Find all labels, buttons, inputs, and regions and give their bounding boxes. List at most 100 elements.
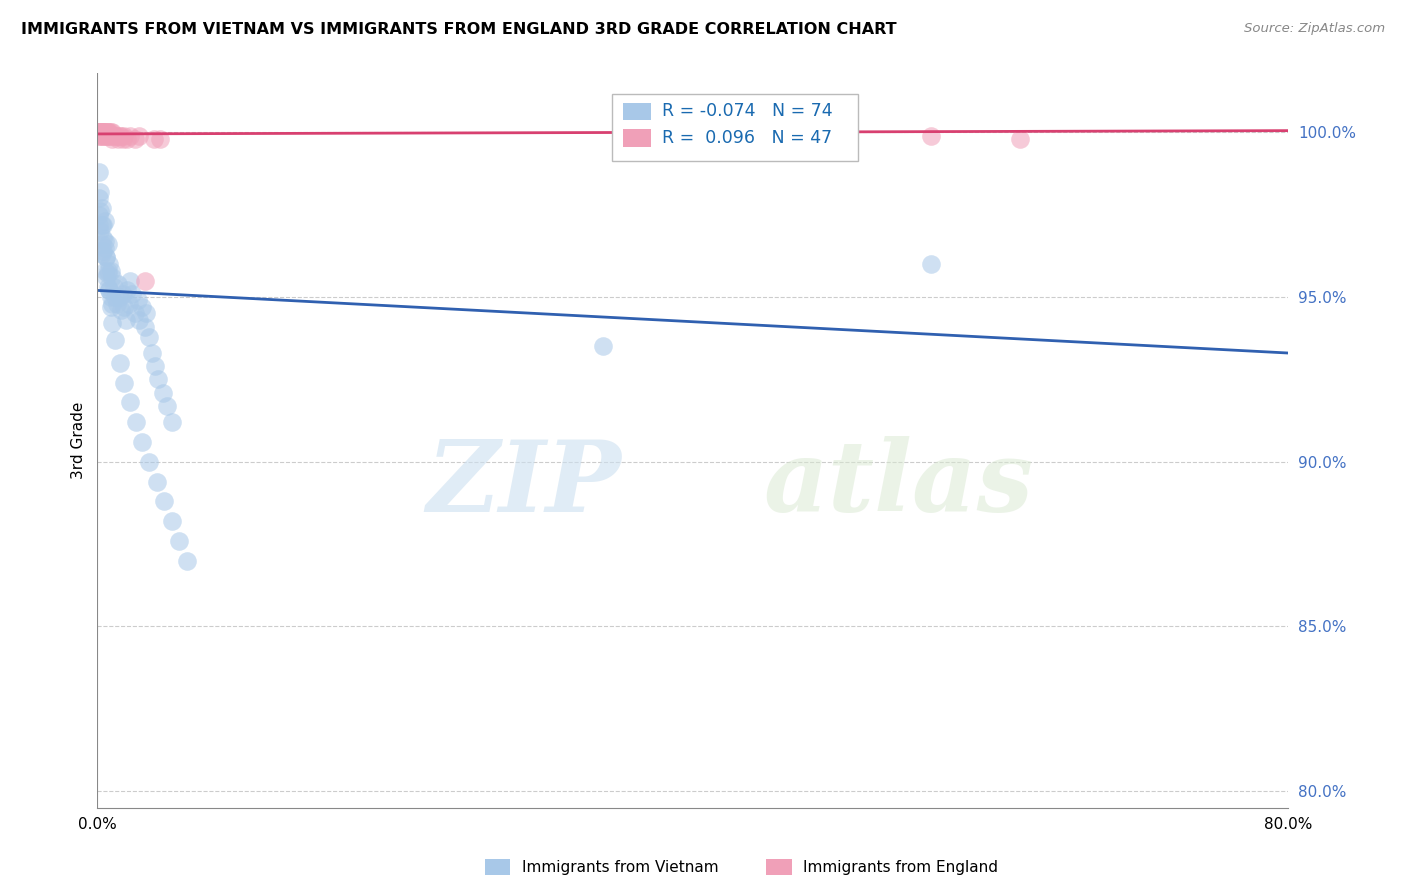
Point bbox=[87, 191, 110, 205]
Point bbox=[120, 128, 142, 143]
Point bbox=[89, 128, 111, 143]
Text: Source: ZipAtlas.com: Source: ZipAtlas.com bbox=[1244, 22, 1385, 36]
Point bbox=[105, 128, 128, 143]
Point bbox=[110, 303, 132, 318]
Point bbox=[87, 218, 110, 232]
Point bbox=[98, 125, 121, 139]
Point bbox=[94, 234, 117, 248]
Point bbox=[152, 385, 174, 400]
Point bbox=[87, 125, 110, 139]
Point bbox=[96, 251, 118, 265]
Point bbox=[111, 132, 134, 146]
Point bbox=[87, 165, 110, 179]
Point bbox=[114, 313, 136, 327]
Point bbox=[101, 296, 124, 310]
Point bbox=[87, 125, 110, 139]
Point bbox=[121, 286, 143, 301]
Point bbox=[111, 286, 134, 301]
Point bbox=[141, 346, 163, 360]
Point bbox=[100, 263, 122, 277]
Point bbox=[124, 132, 146, 146]
Point bbox=[142, 132, 165, 146]
Point bbox=[98, 284, 121, 298]
Point bbox=[146, 475, 169, 489]
Point bbox=[167, 533, 190, 548]
Point bbox=[160, 514, 183, 528]
Point bbox=[108, 356, 131, 370]
Point bbox=[89, 204, 111, 219]
Point bbox=[90, 237, 112, 252]
Point bbox=[134, 319, 156, 334]
Point bbox=[108, 128, 131, 143]
Point bbox=[145, 359, 167, 374]
Point bbox=[1010, 132, 1032, 146]
Point bbox=[90, 125, 112, 139]
Point bbox=[112, 300, 135, 314]
Point bbox=[90, 128, 112, 143]
Point bbox=[87, 128, 110, 143]
Point bbox=[920, 128, 942, 143]
Point bbox=[100, 125, 122, 139]
Point bbox=[87, 208, 110, 222]
Point bbox=[131, 434, 153, 449]
Point bbox=[91, 230, 114, 244]
Text: ZIP: ZIP bbox=[426, 436, 621, 533]
Point bbox=[138, 455, 160, 469]
Point bbox=[89, 125, 111, 139]
Point bbox=[127, 293, 149, 308]
Point bbox=[98, 257, 121, 271]
Point bbox=[91, 125, 114, 139]
Point bbox=[94, 241, 117, 255]
Point bbox=[120, 395, 142, 409]
Point bbox=[97, 280, 120, 294]
Point bbox=[90, 125, 112, 139]
Point bbox=[96, 251, 118, 265]
Y-axis label: 3rd Grade: 3rd Grade bbox=[72, 401, 86, 479]
Point bbox=[98, 128, 121, 143]
Point bbox=[149, 132, 172, 146]
Point bbox=[94, 125, 117, 139]
Point bbox=[100, 290, 122, 304]
Point bbox=[138, 329, 160, 343]
Point bbox=[101, 270, 124, 285]
Point bbox=[98, 284, 121, 298]
Point bbox=[103, 280, 125, 294]
Text: IMMIGRANTS FROM VIETNAM VS IMMIGRANTS FROM ENGLAND 3RD GRADE CORRELATION CHART: IMMIGRANTS FROM VIETNAM VS IMMIGRANTS FR… bbox=[21, 22, 897, 37]
Point bbox=[112, 128, 135, 143]
Point bbox=[87, 125, 110, 139]
Point bbox=[96, 128, 118, 143]
Point bbox=[128, 313, 150, 327]
Point bbox=[94, 128, 117, 143]
Point bbox=[97, 267, 120, 281]
Point bbox=[97, 263, 120, 277]
Point bbox=[87, 125, 110, 139]
Point bbox=[91, 128, 114, 143]
Text: R =  0.096   N = 47: R = 0.096 N = 47 bbox=[662, 129, 832, 147]
Point bbox=[920, 257, 942, 271]
Point bbox=[101, 125, 124, 139]
Point bbox=[103, 128, 125, 143]
Point bbox=[105, 296, 128, 310]
Text: atlas: atlas bbox=[765, 436, 1035, 533]
Point bbox=[112, 376, 135, 390]
Point bbox=[100, 128, 122, 143]
Point bbox=[97, 128, 120, 143]
Point bbox=[90, 218, 112, 232]
Point bbox=[131, 300, 153, 314]
Point bbox=[90, 125, 112, 139]
Point bbox=[97, 237, 120, 252]
Point bbox=[89, 125, 111, 139]
Point bbox=[148, 372, 170, 386]
Point bbox=[104, 128, 127, 143]
Text: Immigrants from Vietnam: Immigrants from Vietnam bbox=[522, 860, 718, 874]
Point bbox=[104, 290, 127, 304]
Point bbox=[96, 125, 118, 139]
Point bbox=[97, 125, 120, 139]
Point bbox=[90, 247, 112, 261]
Point bbox=[160, 415, 183, 429]
Point bbox=[96, 270, 118, 285]
Point bbox=[100, 300, 122, 314]
Point bbox=[91, 218, 114, 232]
Text: Immigrants from England: Immigrants from England bbox=[803, 860, 998, 874]
Point bbox=[135, 306, 157, 320]
